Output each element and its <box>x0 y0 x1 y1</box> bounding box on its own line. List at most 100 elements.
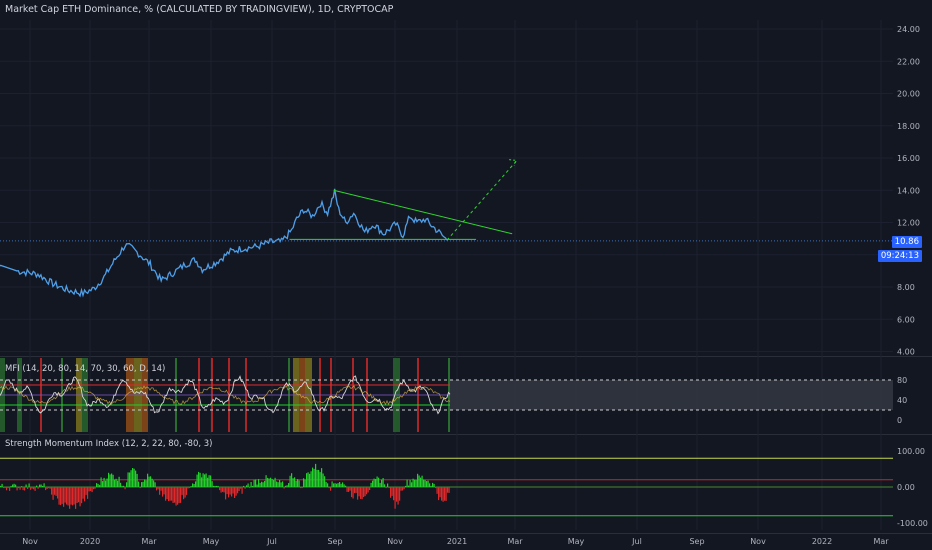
smi-bar <box>171 487 173 501</box>
smi-bar <box>66 487 68 505</box>
x-tick-label: Nov <box>387 537 403 546</box>
smi-bar <box>421 475 423 487</box>
smi-y-tick-label: 0.00 <box>897 483 915 492</box>
smi-bar <box>244 487 246 489</box>
smi-bar <box>76 487 78 503</box>
smi-bar <box>138 481 140 487</box>
smi-bar <box>378 477 380 487</box>
smi-bar <box>438 487 440 501</box>
smi-bar <box>217 485 219 487</box>
smi-bar <box>144 479 146 487</box>
smi-bar <box>177 487 179 505</box>
smi-bar <box>343 484 345 487</box>
smi-bar <box>31 487 33 489</box>
smi-y-tick-label: 100.00 <box>897 447 925 456</box>
smi-bar <box>51 487 53 495</box>
smi-bar <box>397 487 399 505</box>
smi-bar <box>199 472 201 487</box>
smi-bar <box>175 487 177 506</box>
smi-bar <box>376 476 378 487</box>
smi-bar <box>309 473 311 487</box>
smi-bar <box>85 487 87 495</box>
smi-bar <box>133 468 135 487</box>
smi-bar <box>3 487 5 489</box>
smi-bar <box>403 487 405 490</box>
smi-bar <box>307 472 309 487</box>
smi-bar <box>121 485 123 487</box>
smi-bar <box>33 487 35 490</box>
smi-bar <box>433 483 435 487</box>
price-line <box>0 188 448 298</box>
smi-bar <box>298 480 300 487</box>
smi-bar <box>258 479 260 487</box>
x-tick-label: Jul <box>266 537 277 546</box>
smi-bar <box>150 476 152 487</box>
smi-bar <box>225 487 227 500</box>
smi-bar <box>69 487 71 509</box>
x-tick-label: Jul <box>631 537 642 546</box>
y-tick-label: 16.00 <box>897 154 920 163</box>
smi-bar <box>243 485 245 487</box>
smi-bar <box>367 487 369 493</box>
smi-bar <box>354 487 356 493</box>
smi-bar <box>60 487 62 506</box>
smi-bar <box>102 481 104 487</box>
smi-bar <box>439 487 441 498</box>
smi-bar <box>4 487 6 489</box>
smi-bar <box>205 473 207 487</box>
smi-bar <box>195 481 197 487</box>
smi-bar <box>418 475 420 487</box>
smi-bar <box>136 473 138 487</box>
smi-bar <box>373 478 375 487</box>
smi-bar <box>274 477 276 487</box>
smi-bar <box>117 480 119 487</box>
smi-bar <box>406 479 408 487</box>
smi-bar <box>424 479 426 487</box>
smi-bar <box>28 483 30 487</box>
y-tick-label: 8.00 <box>897 283 915 292</box>
smi-bar <box>103 477 105 487</box>
smi-bar <box>120 482 122 487</box>
smi-bar <box>183 487 185 500</box>
smi-bar <box>75 487 77 509</box>
smi-bar <box>334 483 336 487</box>
smi-bar <box>46 487 48 489</box>
smi-bar <box>240 487 242 489</box>
smi-bar <box>286 485 288 487</box>
smi-bar <box>94 487 96 489</box>
smi-bar <box>315 463 317 487</box>
smi-bar <box>19 487 21 490</box>
smi-bar <box>325 481 327 487</box>
smi-bar <box>388 487 390 489</box>
smi-bar <box>444 487 446 501</box>
smi-bar <box>267 478 269 487</box>
smi-bar <box>40 484 42 487</box>
y-tick-label: 18.00 <box>897 122 920 131</box>
smi-bar <box>303 478 305 487</box>
smi-bar <box>67 487 69 506</box>
y-tick-label: 22.00 <box>897 57 920 66</box>
smi-bar <box>273 480 275 487</box>
smi-bar <box>270 477 272 487</box>
smi-bar <box>189 487 191 489</box>
smi-bar <box>447 487 449 493</box>
smi-bar <box>39 484 41 487</box>
mfi-y-tick-label: 40 <box>897 396 907 405</box>
smi-bar <box>292 478 294 487</box>
smi-bar <box>159 487 161 495</box>
smi-bar <box>219 487 221 491</box>
x-tick-label: Mar <box>141 537 157 546</box>
smi-bar <box>291 473 293 487</box>
smi-bar <box>316 469 318 487</box>
smi-bar <box>355 487 357 493</box>
smi-bar <box>222 487 224 492</box>
smi-bar <box>70 487 72 505</box>
smi-bar <box>288 483 290 487</box>
smi-bar <box>156 487 158 491</box>
smi-bar <box>153 480 155 487</box>
smi-bar <box>300 487 302 489</box>
x-tick-label: Mar <box>507 537 523 546</box>
smi-bar <box>402 487 404 491</box>
smi-bar <box>394 487 396 509</box>
smi-bar <box>409 479 411 487</box>
